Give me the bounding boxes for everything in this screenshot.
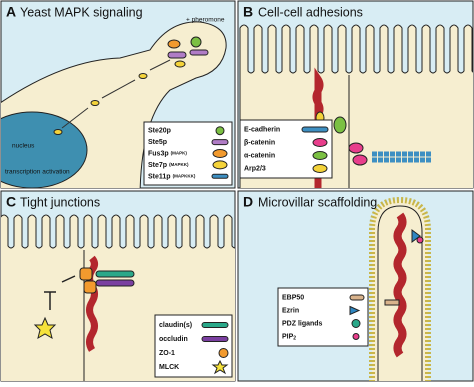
legend-note: (MAPKKK)	[173, 173, 196, 178]
legend-label: Ezrin	[282, 307, 299, 314]
legend-icon	[212, 149, 228, 158]
panel-letter: A	[6, 4, 16, 20]
legend-icon	[312, 164, 328, 173]
legend-label: MLCK	[159, 364, 179, 371]
legend-label: occludin	[159, 336, 188, 343]
legend-label-text: occludin	[159, 336, 188, 343]
legend-label-text: claudin(s)	[159, 322, 192, 329]
arrow	[44, 275, 76, 310]
occludin	[95, 279, 135, 287]
legend-label-text: β-catenin	[244, 139, 275, 146]
protein	[138, 73, 148, 79]
legend-label: Ste11p (MAPKKK)	[148, 173, 196, 180]
alpha-catenin	[333, 116, 347, 134]
legend-icon	[349, 294, 365, 301]
protein	[90, 100, 100, 106]
legend-icon	[215, 126, 225, 136]
annotation: nucleus	[12, 143, 35, 150]
legend-icon	[312, 151, 328, 160]
nucleus	[1, 111, 88, 188]
ste5	[189, 49, 209, 56]
legend-label: α-catenin	[244, 152, 275, 159]
annotation: + pheromone	[186, 17, 225, 24]
legend-label-text: MLCK	[159, 364, 179, 371]
mlck	[33, 316, 57, 340]
legend-label-sub: 2	[293, 336, 296, 342]
ezrin	[411, 229, 421, 243]
panel-title: Tight junctions	[20, 195, 100, 209]
zo-1	[83, 280, 97, 294]
legend-label: PDZ ligands	[282, 320, 323, 327]
panel-letter: C	[6, 194, 16, 210]
legend-label: Arp2/3	[244, 165, 266, 172]
arrow	[149, 59, 171, 71]
ebp50	[384, 299, 400, 306]
panel-title: Yeast MAPK signaling	[20, 5, 143, 19]
beta-catenin	[348, 142, 364, 154]
claudin	[95, 270, 135, 278]
legend-label-text: EBP50	[282, 294, 304, 301]
legend-label-text: α-catenin	[244, 152, 275, 159]
legend-icon	[218, 348, 229, 358]
legend-icon	[352, 333, 360, 340]
legend-icon	[351, 319, 361, 328]
legend-label-text: Ezrin	[282, 307, 299, 314]
legend-icon	[211, 173, 229, 179]
legend-icon	[301, 126, 329, 133]
legend-icon	[211, 359, 229, 375]
beta-catenin	[352, 154, 368, 166]
legend-icon	[349, 305, 361, 316]
legend-label: EBP50	[282, 294, 304, 301]
panel-title: Cell-cell adhesions	[258, 5, 363, 19]
ste7	[174, 60, 186, 68]
legend-label: β-catenin	[244, 139, 275, 146]
legend-label-text: PDZ ligands	[282, 320, 323, 327]
ste5	[167, 51, 187, 59]
panel-c: C Tight junctions claudin(s) occludin ZO-1…	[0, 190, 236, 382]
legend-label-text: Ste20p	[148, 128, 171, 135]
annotation: transcription activation	[5, 169, 70, 176]
actin	[393, 212, 407, 358]
legend-label-text: Arp2/3	[244, 165, 266, 172]
legend-label: E-cadherin	[244, 126, 280, 133]
legend-label-text: E-cadherin	[244, 126, 280, 133]
arrow	[61, 107, 89, 129]
membrane	[377, 205, 423, 381]
legend-label: Fus3p (MAPK)	[148, 150, 187, 157]
pip2	[416, 236, 424, 244]
legend-label-text: Ste11p	[148, 173, 171, 180]
legend-label-text: PIP	[282, 333, 294, 340]
panel-letter: D	[243, 194, 253, 210]
legend-icon	[201, 336, 229, 342]
ste20	[190, 36, 202, 48]
panel-a: A Yeast MAPK signaling + pheromone nucle…	[0, 0, 236, 189]
panel-d: D Microvillar scaffolding EBP50 Ezrin PDZ …	[237, 190, 474, 382]
legend-label-text: ZO-1	[159, 350, 175, 357]
legend-label: PIP2	[282, 333, 296, 341]
panel-b: B Cell-cell adhesions E-cadherin β-cateni…	[237, 0, 474, 189]
legend-note: (MAPKK)	[169, 162, 189, 167]
legend-label: Ste5p	[148, 139, 167, 146]
legend-icon	[211, 139, 229, 146]
actin	[312, 67, 324, 188]
protein	[53, 129, 63, 135]
legend-note: (MAPK)	[171, 151, 188, 156]
legend-label-text: Ste5p	[148, 139, 167, 146]
panel-frame	[237, 190, 474, 382]
fus3	[167, 39, 181, 49]
legend-label-text: Ste7p	[148, 162, 167, 169]
legend-label: Ste7p (MAPKK)	[148, 162, 189, 169]
panel-title: Microvillar scaffolding	[258, 195, 377, 209]
legend-label: claudin(s)	[159, 322, 192, 329]
legend-icon	[201, 322, 229, 328]
zo-1	[79, 267, 93, 281]
legend-icon	[212, 160, 228, 170]
arrow	[101, 79, 136, 99]
legend-label: Ste20p	[148, 128, 171, 135]
panel-letter: B	[243, 4, 253, 20]
legend-label-text: Fus3p	[148, 150, 169, 157]
legend-label: ZO-1	[159, 350, 175, 357]
legend-icon	[312, 138, 328, 147]
